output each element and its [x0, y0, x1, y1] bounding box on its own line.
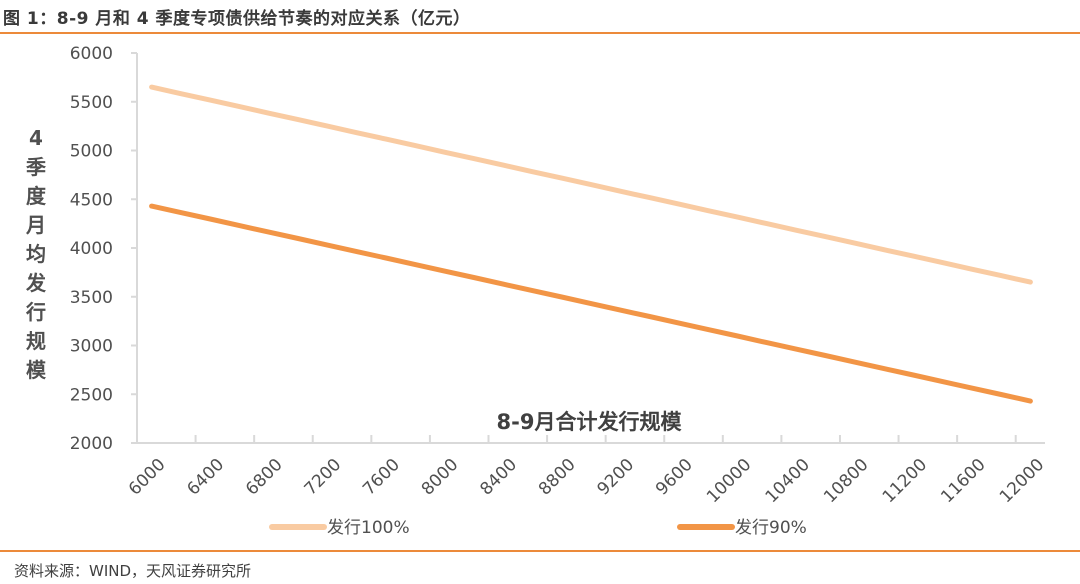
source-note: 资料来源：WIND，天风证券研究所 [14, 562, 252, 580]
y-axis-title-char: 行 [26, 300, 46, 324]
x-tick-label: 8400 [476, 455, 521, 500]
y-axis-title-char: 月 [26, 213, 46, 237]
y-axis-title-char: 度 [26, 184, 46, 208]
y-tick-label: 2500 [70, 385, 113, 405]
y-tick-label: 3500 [70, 288, 113, 308]
y-axis-title-char: 均 [26, 242, 46, 266]
series-line-90pct [149, 203, 1033, 404]
y-tick-label: 3000 [70, 337, 113, 357]
y-tick-label: 6000 [70, 44, 113, 64]
x-tick-label: 12000 [996, 455, 1048, 507]
x-tick-label: 11600 [937, 455, 989, 507]
series-line-100pct [149, 84, 1033, 285]
x-tick-label: 7200 [301, 455, 346, 500]
x-tick-label: 11200 [879, 455, 931, 507]
line-chart: 2000 2500 3000 3500 4000 4500 5000 5500 6000 6000… [70, 44, 1049, 538]
legend-label: 发行100% [327, 518, 410, 538]
x-tick-label: 6400 [183, 455, 228, 500]
y-axis-title-char: 季 [26, 155, 46, 179]
x-tick-label: 6800 [242, 455, 287, 500]
x-tick-label: 10800 [820, 455, 872, 507]
x-axis-title: 8-9月合计发行规模 [497, 410, 683, 434]
title-divider [0, 32, 1080, 34]
x-tick-label: 8000 [418, 455, 463, 500]
source-divider [0, 550, 1080, 552]
y-tick-label: 4000 [70, 239, 113, 259]
y-axis-title-char: 发 [26, 271, 46, 295]
x-tick-label: 10400 [762, 455, 814, 507]
y-tick-label: 5500 [70, 93, 113, 113]
y-axis-title-char: 模 [26, 358, 46, 382]
x-tick-label: 10000 [703, 455, 755, 507]
x-tick-label: 9200 [594, 455, 639, 500]
legend-label: 发行90% [735, 518, 807, 538]
x-tick-label: 6000 [125, 455, 170, 500]
chart-title: 图 1：8-9 月和 4 季度专项债供给节奏的对应关系（亿元） [3, 9, 471, 29]
y-tick-label: 5000 [70, 142, 113, 162]
y-axis-title-char: 4 [29, 126, 43, 150]
y-axis-title: 4 季度月均发行规模 [22, 124, 50, 385]
y-tick-label: 4500 [70, 190, 113, 210]
y-axis-title-char: 规 [26, 329, 46, 353]
x-tick-label: 7600 [359, 455, 404, 500]
x-tick-label: 8800 [535, 455, 580, 500]
x-tick-label: 9600 [652, 455, 697, 500]
y-tick-label: 2000 [70, 434, 113, 454]
